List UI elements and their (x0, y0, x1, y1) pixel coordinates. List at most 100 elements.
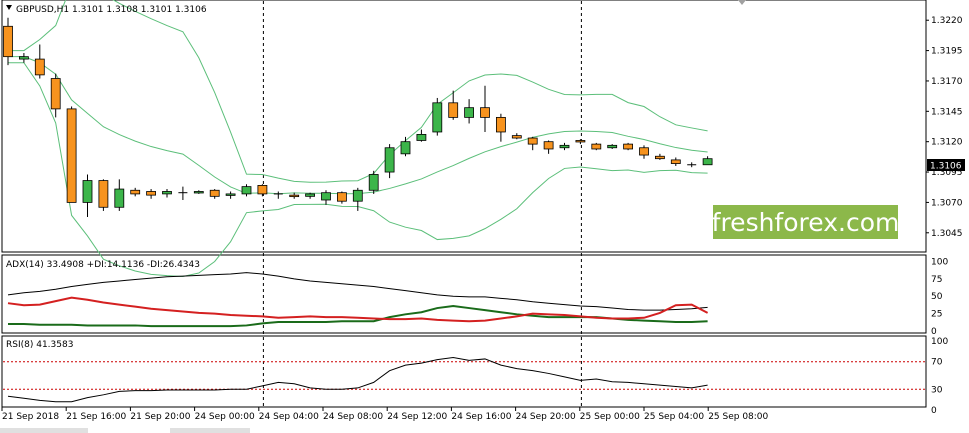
candle-body (66, 108, 77, 203)
candle (98, 179, 109, 211)
candle (448, 90, 459, 120)
candle-body (336, 192, 347, 202)
rsi-series (7, 357, 708, 403)
price-tick-label: 1.3195 (931, 47, 963, 57)
candle (559, 142, 570, 151)
watermark-text: freshforex.com (712, 208, 900, 237)
candle (670, 157, 681, 166)
candle-body (162, 191, 172, 195)
candle-body (146, 191, 157, 196)
watermark-box (713, 205, 898, 239)
candle-body (305, 193, 316, 197)
candle (114, 179, 125, 211)
adx-header: ADX(14) 33.4908 +DI:14.1136 -DI:26.4343 (6, 260, 200, 270)
candle-body (543, 141, 554, 150)
candle (305, 192, 316, 199)
candle-body (384, 147, 395, 173)
price-tick-label: 1.3170 (931, 77, 963, 87)
candle-body (18, 56, 29, 60)
candle-body (225, 193, 236, 196)
rsi-tick-label: 70 (931, 358, 943, 368)
candle (273, 191, 283, 199)
candle-body (464, 107, 475, 118)
symbol-dropdown-icon[interactable] (6, 5, 12, 10)
time-tick-label: 24 Sep 16:00 (451, 412, 511, 422)
rsi-tick-label: 100 (931, 337, 948, 347)
candle (34, 44, 45, 79)
current-price-badge (927, 159, 965, 171)
candle (66, 106, 77, 203)
candle (432, 97, 443, 136)
time-tick-label: 24 Sep 12:00 (387, 412, 447, 422)
candle (639, 145, 649, 159)
candle-body (34, 58, 45, 76)
candle-body (114, 188, 125, 208)
candle-body (193, 191, 204, 194)
candle-body (432, 102, 443, 133)
candle (336, 191, 347, 204)
candle-body (3, 25, 13, 58)
candles (3, 17, 713, 217)
candle-body (400, 141, 411, 155)
candle (480, 85, 490, 132)
candle-body (98, 180, 109, 208)
candle-body (321, 192, 331, 201)
candle-body (416, 133, 427, 141)
candle-body (289, 194, 300, 198)
candle-body (130, 189, 141, 195)
candle-body (209, 189, 220, 197)
candle (591, 142, 602, 151)
candle (400, 136, 411, 157)
adx-lines (7, 272, 709, 328)
candle-body (82, 180, 93, 203)
candle-body (623, 143, 633, 150)
candle (193, 190, 204, 194)
candle-body (511, 135, 522, 139)
price-tick-label: 1.3145 (931, 107, 963, 117)
adx-series-2 (7, 296, 709, 323)
rsi-tick-label: 30 (931, 385, 943, 395)
time-tick-label: 24 Sep 20:00 (516, 412, 576, 422)
candle (416, 129, 427, 142)
time-tick-label: 24 Sep 04:00 (259, 412, 319, 422)
candle-body (368, 174, 379, 191)
candle (464, 99, 475, 124)
candle (162, 189, 172, 198)
candle-body (352, 189, 363, 202)
candle (321, 190, 331, 205)
time-tick-label: 25 Sep 00:00 (580, 412, 640, 422)
time-tick-label: 24 Sep 00:00 (195, 412, 255, 422)
time-tick-label: 21 Sep 20:00 (130, 412, 190, 422)
candle (655, 153, 665, 160)
candle (209, 189, 220, 199)
price-tick-label: 1.3070 (931, 198, 963, 208)
price-tick-label: 1.3220 (931, 16, 963, 26)
adx-pane[interactable] (1, 254, 927, 334)
candle (368, 170, 379, 194)
rsi-pane[interactable] (1, 335, 927, 408)
candle (352, 187, 363, 211)
scrollbar-track-segment (170, 428, 250, 433)
candle-body (241, 186, 252, 195)
candle (687, 162, 697, 168)
time-tick-label: 21 Sep 16:00 (66, 412, 126, 422)
scrollbar-thumb[interactable] (0, 428, 88, 433)
candle (527, 136, 538, 151)
candle (241, 184, 252, 197)
candle (18, 53, 29, 63)
candle (225, 191, 236, 199)
rsi-header: RSI(8) 41.3583 (6, 340, 73, 350)
candle-body (527, 137, 538, 145)
candle (82, 174, 93, 217)
candle-body (655, 155, 665, 160)
candle-body (50, 78, 61, 110)
candle-body (495, 116, 506, 133)
time-tick-label: 25 Sep 08:00 (708, 412, 768, 422)
symbol-header: GBPUSD,H1 1.3101 1.3108 1.3101 1.3106 (16, 5, 207, 15)
price-tick-label: 1.3120 (931, 138, 963, 148)
candle (146, 189, 157, 199)
candle (130, 187, 141, 197)
adx-series-0 (7, 272, 708, 311)
shift-marker-icon[interactable] (738, 0, 746, 5)
